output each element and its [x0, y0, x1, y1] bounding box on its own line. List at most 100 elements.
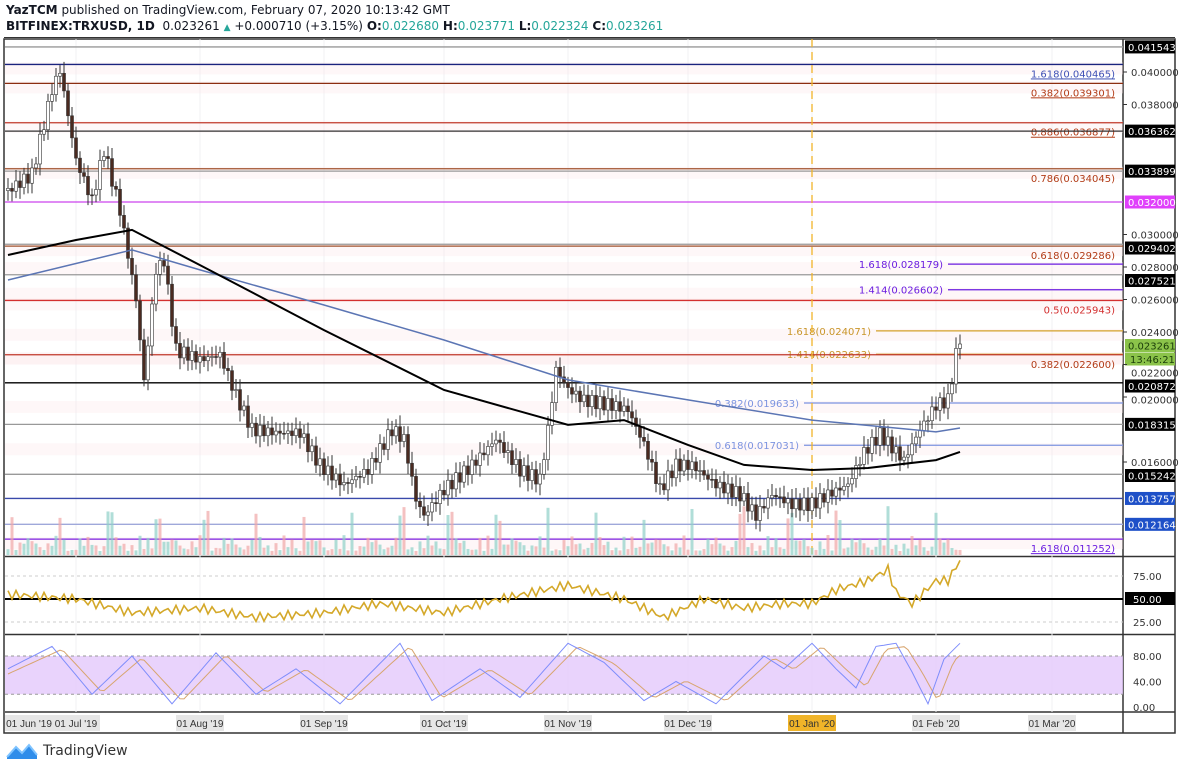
candle-body: [258, 424, 262, 437]
candle-body: [538, 473, 542, 485]
volume-bar: [642, 519, 646, 555]
author[interactable]: YazTCM: [6, 3, 58, 17]
price-tick-label: 0.040000: [1131, 68, 1179, 79]
volume-bar: [202, 519, 206, 555]
symbol[interactable]: BITFINEX:TRXUSD, 1D: [6, 19, 155, 33]
volume-bar: [714, 537, 718, 555]
candle-body: [902, 456, 906, 461]
candle-body: [194, 351, 198, 363]
volume-bar: [554, 549, 558, 555]
volume-bar: [206, 510, 210, 555]
volume-bar: [50, 545, 54, 555]
fib-level-label: 0.618(0.017031): [715, 441, 799, 452]
time-label-bg: [52, 715, 100, 731]
candle-body: [742, 493, 746, 502]
candle-body: [298, 428, 302, 438]
price-tag-label: 0.041543: [1128, 43, 1176, 54]
volume-bar: [498, 520, 502, 555]
candle-body: [362, 468, 366, 478]
price-tag-label: 0.013757: [1128, 494, 1176, 505]
volume-bar: [226, 543, 230, 555]
volume-bar: [558, 550, 562, 555]
candle-body: [850, 478, 854, 485]
volume-bar: [294, 548, 298, 555]
volume-bar: [190, 541, 194, 555]
fib-level-label: 0.5(0.025943): [1044, 305, 1116, 316]
volume-bar: [386, 547, 390, 555]
candle-body: [594, 395, 598, 410]
volume-bar: [830, 550, 834, 555]
candle-body: [74, 137, 78, 159]
volume-bar: [334, 539, 338, 555]
candle-body: [294, 428, 298, 436]
candle-body: [314, 445, 318, 466]
volume-bar: [646, 543, 650, 555]
high-value: 0.023771: [457, 19, 516, 33]
volume-bar: [358, 546, 362, 555]
time-label-bg: [1028, 715, 1076, 731]
candle-body: [862, 447, 866, 465]
volume-bar: [182, 548, 186, 555]
volume-bar: [686, 549, 690, 555]
volume-bar: [438, 548, 442, 555]
volume-bar: [946, 539, 950, 555]
volume-bar: [822, 548, 826, 555]
volume-bar: [466, 548, 470, 555]
volume-bar: [698, 550, 702, 555]
tradingview-logo[interactable]: TradingView: [5, 742, 128, 760]
candle-body: [302, 433, 306, 438]
volume-bar: [330, 549, 334, 555]
candle-body: [586, 394, 590, 408]
candle-body: [958, 343, 962, 349]
candle-body: [22, 173, 26, 188]
volume-bar: [302, 516, 306, 555]
time-label-bg: [912, 715, 960, 731]
volume-bar: [522, 545, 526, 555]
candle-body: [266, 427, 270, 437]
volume-bar: [734, 540, 738, 555]
candle-body: [754, 504, 758, 521]
candle-body: [458, 472, 462, 483]
volume-bar: [102, 546, 106, 555]
candle-body: [874, 436, 878, 446]
candle-body: [750, 504, 754, 512]
volume-bar: [426, 535, 430, 555]
candle-body: [550, 402, 554, 426]
published-text: published on TradingView.com, February 0…: [61, 3, 450, 17]
candle-body: [474, 459, 478, 466]
volume-bar: [594, 512, 598, 555]
volume-bar: [902, 543, 906, 555]
volume-bar: [738, 513, 742, 555]
volume-bar: [422, 548, 426, 555]
price-tick-label: 0.022000: [1131, 369, 1179, 380]
volume-bar: [702, 549, 706, 555]
price-tag: [1125, 417, 1175, 431]
volume-bar: [578, 543, 582, 555]
publish-info: YazTCM published on TradingView.com, Feb…: [6, 3, 450, 17]
candle-body: [710, 478, 714, 481]
volume-bar: [926, 550, 930, 555]
volume-bar: [958, 549, 962, 555]
volume-bar: [414, 550, 418, 555]
time-label-bg: [664, 715, 712, 731]
level-highlight-band: [5, 443, 1123, 456]
candle-body: [206, 356, 210, 362]
volume-bar: [406, 549, 410, 555]
candle-body: [402, 434, 406, 442]
volume-bar: [74, 549, 78, 555]
candle-body: [270, 427, 274, 436]
candle-body: [814, 497, 818, 509]
candle-body: [578, 390, 582, 403]
candle-body: [414, 476, 418, 502]
candle-body: [494, 439, 498, 445]
candle-body: [42, 129, 46, 135]
candle-body: [618, 401, 622, 412]
candle-body: [274, 430, 278, 436]
price-tag: [1125, 241, 1175, 255]
candle-body: [38, 133, 42, 165]
candle-body: [846, 483, 850, 487]
volume-bar: [730, 547, 734, 555]
candle-body: [358, 476, 362, 478]
candle-body: [110, 158, 114, 187]
